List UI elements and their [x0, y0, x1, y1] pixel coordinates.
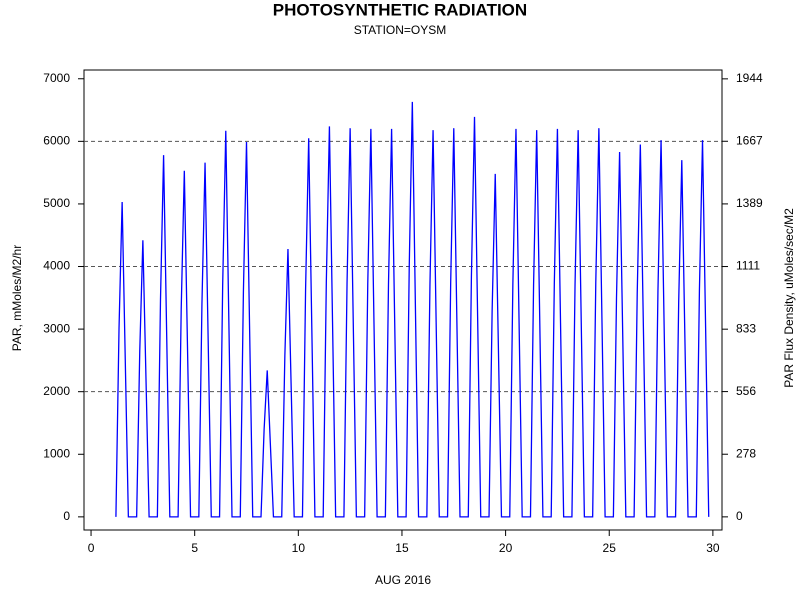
x-tick-label: 10: [292, 541, 306, 555]
y2-tick-label: 0: [736, 509, 743, 523]
data-line: [115, 101, 710, 518]
y-tick-label: 7000: [43, 71, 70, 85]
y-axis-label: PAR, mMoles/M2/hr: [10, 245, 24, 351]
y-tick-label: 3000: [43, 321, 70, 335]
x-tick-label: 20: [499, 541, 513, 555]
y-tick-label: 6000: [43, 134, 70, 148]
chart-subtitle: STATION=OYSM: [354, 23, 447, 37]
chart-title: PHOTOSYNTHETIC RADIATION: [273, 0, 527, 19]
y2-tick-label: 278: [736, 446, 756, 460]
x-tick-label: 25: [603, 541, 617, 555]
y-tick-label: 5000: [43, 196, 70, 210]
y-tick-label: 1000: [43, 446, 70, 460]
y2-tick-label: 833: [736, 321, 756, 335]
y2-tick-label: 1111: [736, 259, 760, 273]
y2-axis-label: PAR Flux Density, uMoles/sec/M2: [782, 208, 796, 388]
y-tick-label: 4000: [43, 259, 70, 273]
y2-tick-label: 1667: [736, 133, 763, 147]
plot-frame: [83, 69, 723, 531]
y-tick-label: 0: [63, 509, 70, 523]
x-tick-label: 15: [395, 541, 409, 555]
x-tick-label: 0: [88, 541, 95, 555]
y2-tick-label: 1389: [736, 196, 763, 210]
x-axis-label: AUG 2016: [375, 573, 431, 587]
x-tick-label: 5: [191, 541, 198, 555]
y2-tick-label: 1944: [736, 71, 763, 85]
y2-tick-label: 556: [736, 384, 756, 398]
y-tick-label: 2000: [43, 384, 70, 398]
x-tick-label: 30: [706, 541, 720, 555]
